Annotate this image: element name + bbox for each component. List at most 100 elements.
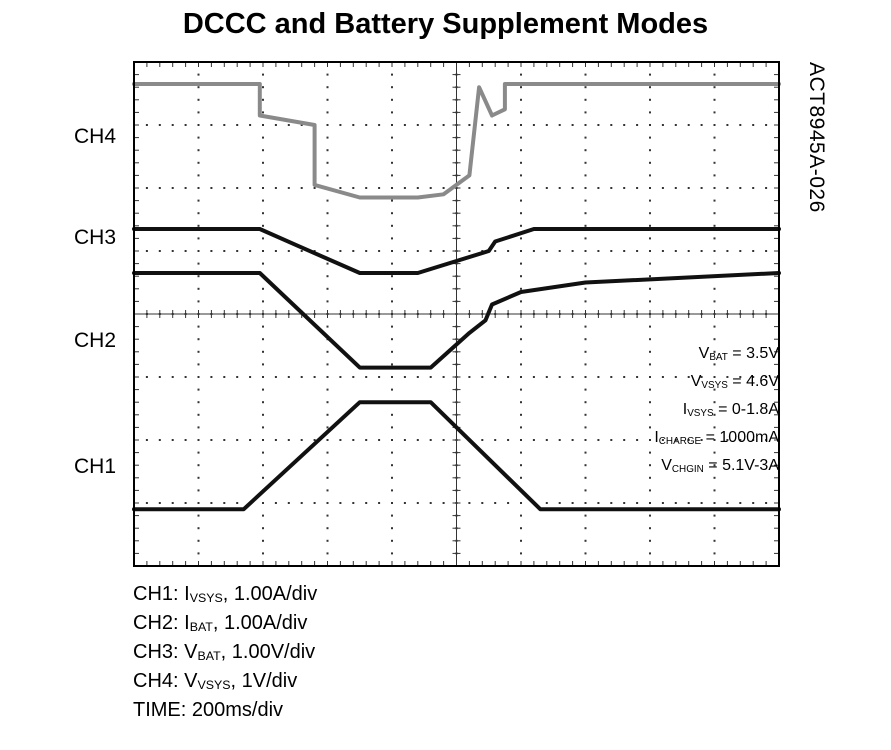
grid-dot xyxy=(520,325,522,328)
grid-dot xyxy=(326,287,329,290)
grid-dot xyxy=(287,376,290,378)
grid-dot xyxy=(197,363,200,366)
grid-dot xyxy=(494,250,497,252)
grid-dot xyxy=(416,502,419,504)
grid-dot xyxy=(429,124,432,126)
grid-dot xyxy=(520,111,522,114)
grid-dot xyxy=(391,111,393,114)
grid-dot xyxy=(326,136,329,139)
condition-v-bat: VBAT = 3.5V xyxy=(698,345,779,363)
grid-dot xyxy=(687,502,690,504)
grid-dot xyxy=(520,363,522,366)
grid-dot xyxy=(765,439,768,441)
grid-dot xyxy=(197,224,200,227)
grid-dot xyxy=(636,250,639,252)
grid-dot xyxy=(378,502,381,504)
grid-dot xyxy=(391,539,393,542)
grid-dot xyxy=(739,376,742,378)
grid-dot xyxy=(584,111,587,114)
grid-dot xyxy=(249,376,252,378)
grid-dot xyxy=(545,439,548,441)
grid-dot xyxy=(197,262,200,265)
grid-dot xyxy=(145,502,148,504)
grid-dot xyxy=(597,439,600,441)
grid-dot xyxy=(326,325,329,328)
grid-dot xyxy=(713,476,716,479)
grid-dot xyxy=(713,338,716,341)
grid-dot xyxy=(726,376,729,378)
grid-dot xyxy=(416,250,419,252)
grid-dot xyxy=(481,502,484,504)
grid-dot xyxy=(262,199,264,202)
grid-dot xyxy=(326,388,329,391)
grid-dot xyxy=(649,187,651,189)
grid-dot xyxy=(507,124,510,126)
grid-dot xyxy=(391,262,393,265)
ch1-trace xyxy=(132,400,781,512)
grid-dot xyxy=(649,476,651,479)
grid-dot xyxy=(584,174,587,177)
grid-dot xyxy=(197,212,200,215)
grid-dot xyxy=(197,250,200,252)
grid-dot xyxy=(649,426,651,429)
grid-dot xyxy=(584,514,587,517)
grid-dot xyxy=(520,388,522,391)
grid-dot xyxy=(262,136,264,139)
ch4-label: CH4 xyxy=(74,125,117,148)
grid-dot xyxy=(726,187,729,189)
grid-dot xyxy=(571,187,574,189)
grid-dot xyxy=(236,124,239,126)
grid-dot xyxy=(145,376,148,378)
grid-dot xyxy=(326,98,329,101)
grid-dot xyxy=(326,413,329,416)
grid-dot xyxy=(520,539,522,542)
grid-dot xyxy=(610,502,613,504)
grid-dot xyxy=(339,502,342,504)
grid-dot xyxy=(726,124,729,126)
grid-dot xyxy=(326,124,329,126)
grid-dot xyxy=(249,124,252,126)
grid-dot xyxy=(610,124,613,126)
grid-dot xyxy=(391,489,393,492)
grid-dot xyxy=(326,363,329,366)
grid-dot xyxy=(649,376,651,378)
grid-dot xyxy=(739,124,742,126)
grid-dot xyxy=(636,376,639,378)
grid-dot xyxy=(197,527,200,530)
grid-dot xyxy=(713,199,716,202)
grid-dot xyxy=(262,413,264,416)
grid-dot xyxy=(262,464,264,467)
grid-dot xyxy=(442,502,445,504)
grid-dot xyxy=(416,439,419,441)
grid-dot xyxy=(300,250,303,252)
grid-dot xyxy=(442,124,445,126)
grid-dot xyxy=(687,250,690,252)
grid-dot xyxy=(223,124,226,126)
grid-dot xyxy=(197,275,200,278)
grid-dot xyxy=(649,388,651,391)
grid-dot xyxy=(752,439,755,441)
grid-dot xyxy=(610,187,613,189)
grid-dot xyxy=(184,376,187,378)
grid-dot xyxy=(391,199,393,202)
grid-dot xyxy=(339,250,342,252)
grid-dot xyxy=(494,124,497,126)
grid-dot xyxy=(713,262,716,265)
grid-dot xyxy=(262,300,264,303)
grid-dot xyxy=(391,300,393,303)
grid-dot xyxy=(391,376,393,378)
grid-dot xyxy=(391,502,393,504)
grid-dot xyxy=(520,287,522,290)
grid-dot xyxy=(713,124,716,126)
grid-dot xyxy=(145,124,148,126)
grid-dot xyxy=(649,237,651,240)
grid-dot xyxy=(391,287,393,290)
grid-dot xyxy=(584,552,587,555)
grid-dot xyxy=(739,187,742,189)
grid-dot xyxy=(584,539,587,542)
grid-dot xyxy=(687,187,690,189)
grid-dot xyxy=(339,124,342,126)
grid-dot xyxy=(197,174,200,177)
grid-dot xyxy=(210,376,213,378)
grid-dot xyxy=(326,514,329,517)
